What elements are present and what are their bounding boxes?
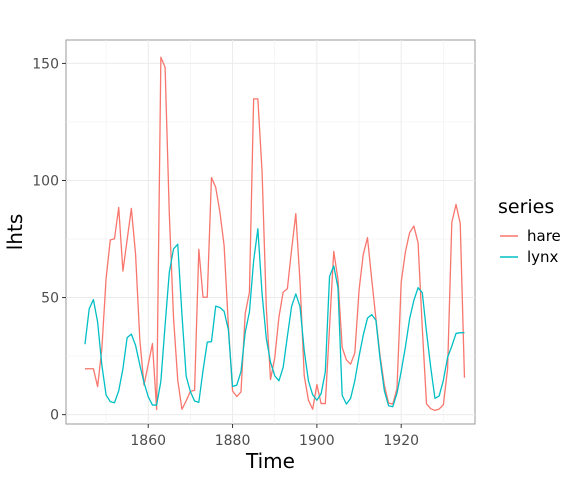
y-tick-label: 0 (50, 408, 59, 424)
legend-items: hare lynx (500, 227, 561, 266)
y-axis-title: lhts (3, 214, 27, 251)
legend-label-hare: hare (527, 227, 561, 245)
y-tick-label: 50 (41, 291, 59, 307)
legend: series hare lynx (498, 196, 561, 266)
x-tick-label: 1860 (130, 433, 166, 449)
plot-panel (65, 39, 476, 425)
y-tick-label: 150 (32, 56, 59, 72)
legend-label-lynx: lynx (527, 248, 559, 266)
x-tick-label: 1880 (215, 433, 251, 449)
y-axis-ticks: 0 50 100 150 (32, 56, 66, 424)
series-line-lynx (84, 228, 465, 408)
y-tick-label: 100 (32, 173, 59, 189)
x-axis-title: Time (245, 449, 295, 473)
x-tick-label: 1920 (383, 433, 419, 449)
grid-lines (66, 40, 475, 424)
x-axis-ticks: 1860 1880 1900 1920 (130, 424, 419, 449)
series-line-hare (84, 56, 466, 412)
legend-title: series (498, 196, 554, 218)
series-lines (84, 56, 466, 412)
x-tick-label: 1900 (299, 433, 335, 449)
